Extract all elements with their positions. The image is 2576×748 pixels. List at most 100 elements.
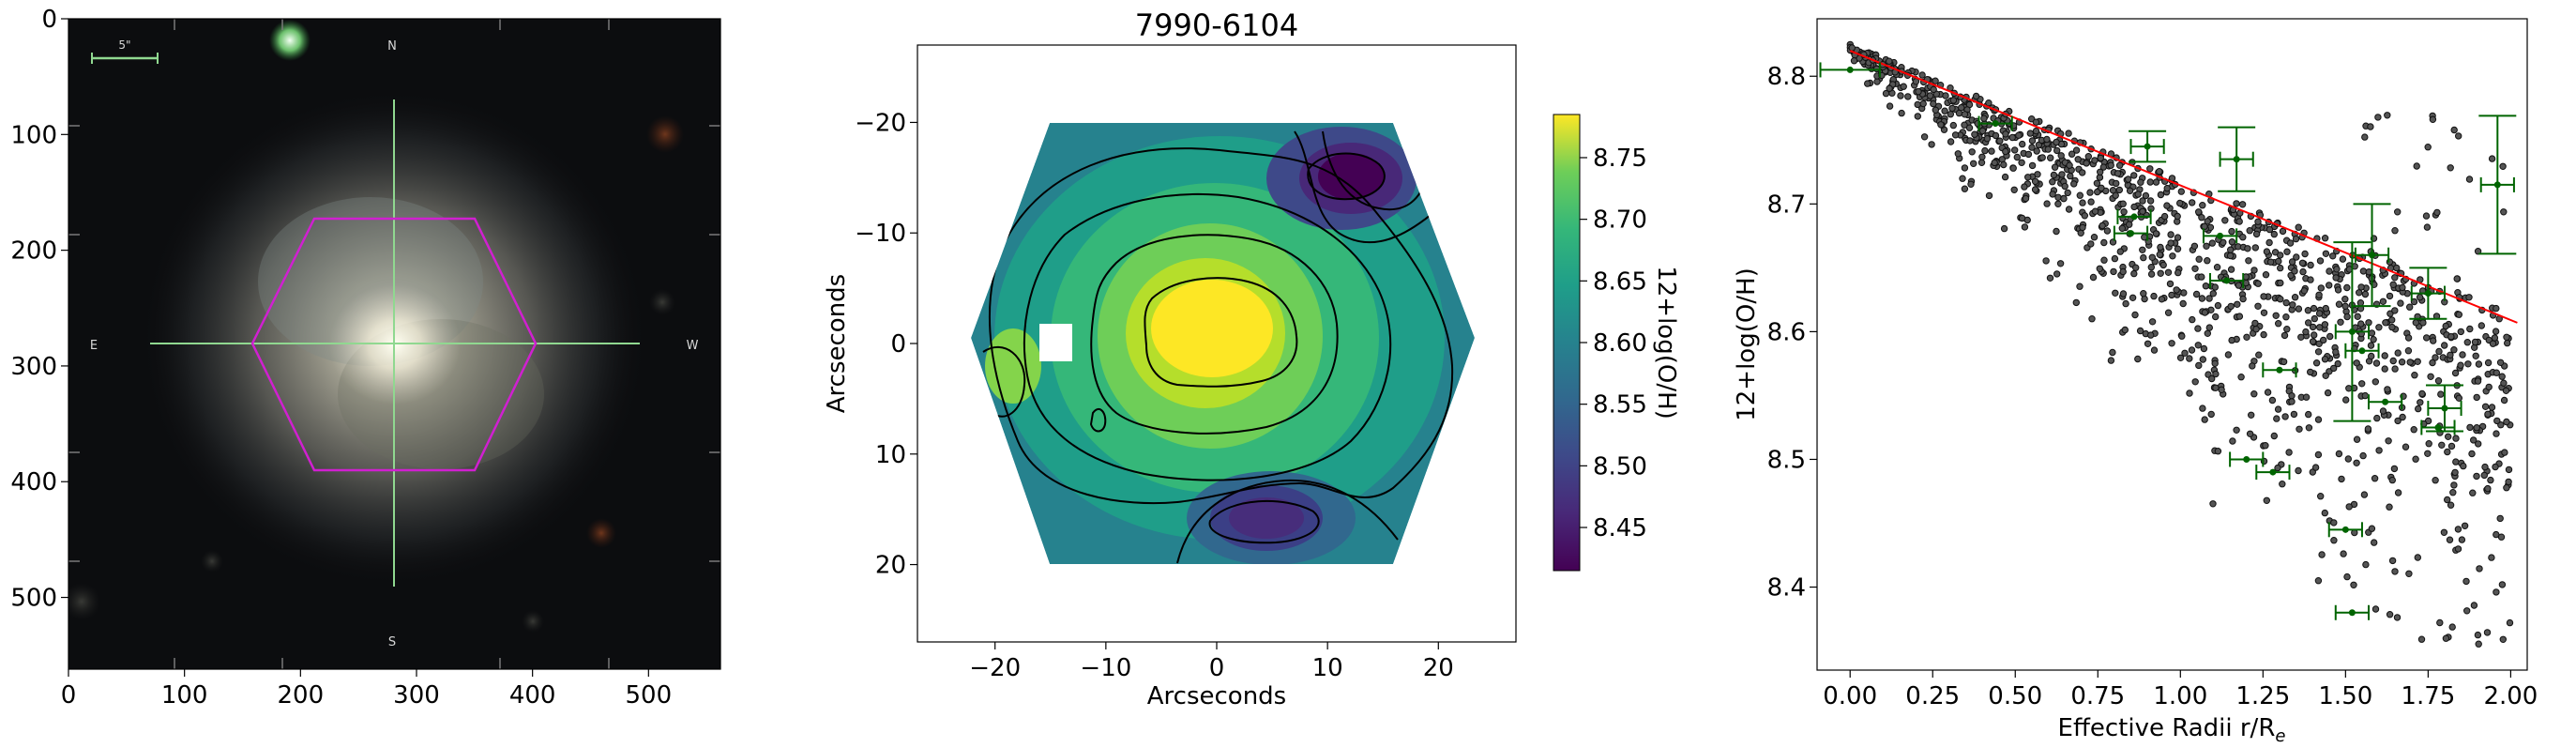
- spaxel-point: [2198, 273, 2205, 281]
- spaxel-point: [1955, 109, 1963, 117]
- spaxel-point: [2251, 319, 2259, 328]
- spaxel-point: [2462, 577, 2470, 586]
- spaxel-point: [2288, 398, 2296, 405]
- spaxel-point: [2157, 191, 2165, 199]
- spaxel-point: [2488, 155, 2496, 162]
- spaxel-point: [2174, 268, 2182, 277]
- spaxel-point: [2179, 299, 2187, 308]
- spaxel-point: [2268, 396, 2277, 405]
- spaxel-point: [2057, 152, 2065, 160]
- spaxel-point: [2501, 449, 2508, 456]
- spaxel-point: [1988, 147, 1995, 155]
- spaxel-point: [2002, 130, 2009, 138]
- spaxel-point: [2405, 570, 2413, 577]
- spaxel-point: [1980, 114, 1988, 122]
- spaxel-point: [2499, 635, 2508, 643]
- spaxel-point: [2119, 267, 2127, 276]
- spaxel-point: [2164, 309, 2173, 316]
- spaxel-point: [2083, 160, 2090, 167]
- spaxel-point: [2354, 313, 2361, 320]
- spaxel-point: [2502, 387, 2510, 394]
- spaxel-point: [1985, 191, 1993, 200]
- spaxel-point: [2451, 468, 2459, 477]
- spaxel-point: [2146, 197, 2155, 205]
- spaxel-point: [2475, 640, 2482, 648]
- spaxel-point: [2163, 184, 2171, 192]
- binned-point: [2344, 343, 2380, 359]
- spaxel-point: [2070, 180, 2078, 188]
- map-y-tick-label: −20: [855, 109, 906, 137]
- spaxel-point: [2233, 426, 2240, 434]
- spaxel-point: [2316, 257, 2325, 265]
- spaxel-point: [2227, 246, 2235, 253]
- spaxel-point: [2195, 361, 2203, 370]
- spaxel-point: [1872, 65, 1881, 73]
- spaxel-point: [1972, 92, 1980, 100]
- gradient-x-tick-label: 0.50: [1988, 682, 2042, 710]
- spaxel-point: [2148, 318, 2157, 326]
- colorbar-tick-label: 8.70: [1593, 206, 1647, 235]
- spaxel-point: [1981, 146, 1989, 155]
- spaxel-point: [2359, 267, 2368, 275]
- spaxel-point: [2130, 172, 2138, 179]
- spaxel-point: [2335, 300, 2343, 308]
- gradient-x-tick-label: 0.00: [1823, 682, 1877, 710]
- spaxel-point: [1897, 92, 1904, 99]
- spaxel-point: [2144, 340, 2152, 347]
- spaxel-point: [2391, 274, 2399, 282]
- spaxel-point: [2001, 173, 2009, 181]
- spaxel-point: [1941, 107, 1948, 114]
- spaxel-point: [2224, 351, 2233, 359]
- spaxel-point: [2493, 304, 2500, 313]
- spaxel-point: [2463, 607, 2471, 615]
- spaxel-point: [2110, 267, 2117, 276]
- spaxel-point: [1959, 175, 1966, 182]
- map-x-tick-label: 0: [1209, 654, 1225, 682]
- spaxel-point: [2385, 437, 2392, 445]
- spaxel-point: [2273, 415, 2281, 422]
- spaxel-point: [2087, 240, 2095, 248]
- spaxel-point: [2320, 336, 2327, 344]
- spaxel-point: [1930, 85, 1937, 94]
- spaxel-point: [2204, 257, 2211, 265]
- spaxel-point: [2388, 316, 2396, 324]
- spaxel-point: [2046, 274, 2054, 282]
- gradient-y-tick-label: 8.7: [1767, 191, 1806, 219]
- spaxel-point: [2028, 137, 2037, 145]
- spaxel-point: [1985, 99, 1993, 107]
- spaxel-point: [2134, 355, 2142, 363]
- spaxel-point: [2357, 283, 2365, 291]
- spaxel-point: [2423, 334, 2431, 342]
- spaxel-point: [2053, 227, 2060, 236]
- spaxel-point: [1918, 71, 1926, 79]
- spaxel-point: [2114, 170, 2122, 177]
- spaxel-point: [1886, 57, 1893, 65]
- spaxel-point: [2194, 342, 2203, 349]
- spaxel-point: [2270, 230, 2279, 238]
- spaxel-point: [1900, 83, 1907, 90]
- spaxel-point: [2000, 224, 2008, 233]
- map-x-tick-label: 20: [1423, 654, 1454, 682]
- spaxel-point: [2136, 327, 2144, 335]
- map-y-tick-label: 20: [875, 552, 906, 580]
- spaxel-point: [2049, 191, 2056, 198]
- spaxel-point: [2146, 165, 2154, 173]
- spaxel-point: [2214, 448, 2222, 455]
- spaxel-point: [1947, 138, 1955, 145]
- spaxel-point: [2441, 342, 2448, 349]
- spaxel-point: [2234, 300, 2241, 308]
- spaxel-point: [2263, 248, 2271, 255]
- spaxel-point: [2343, 313, 2351, 321]
- spaxel-point: [2103, 227, 2112, 235]
- spaxel-point: [2371, 605, 2380, 613]
- spaxel-point: [1961, 185, 1969, 192]
- spaxel-point: [2228, 336, 2235, 344]
- spaxel-point: [2503, 484, 2510, 492]
- spaxel-point: [2397, 299, 2404, 307]
- spaxel-point: [2212, 384, 2220, 391]
- spaxel-point: [2275, 320, 2282, 328]
- spaxel-point: [2163, 202, 2171, 209]
- spaxel-point: [2304, 307, 2312, 314]
- spaxel-point: [2199, 202, 2206, 209]
- spaxel-point: [2221, 217, 2229, 224]
